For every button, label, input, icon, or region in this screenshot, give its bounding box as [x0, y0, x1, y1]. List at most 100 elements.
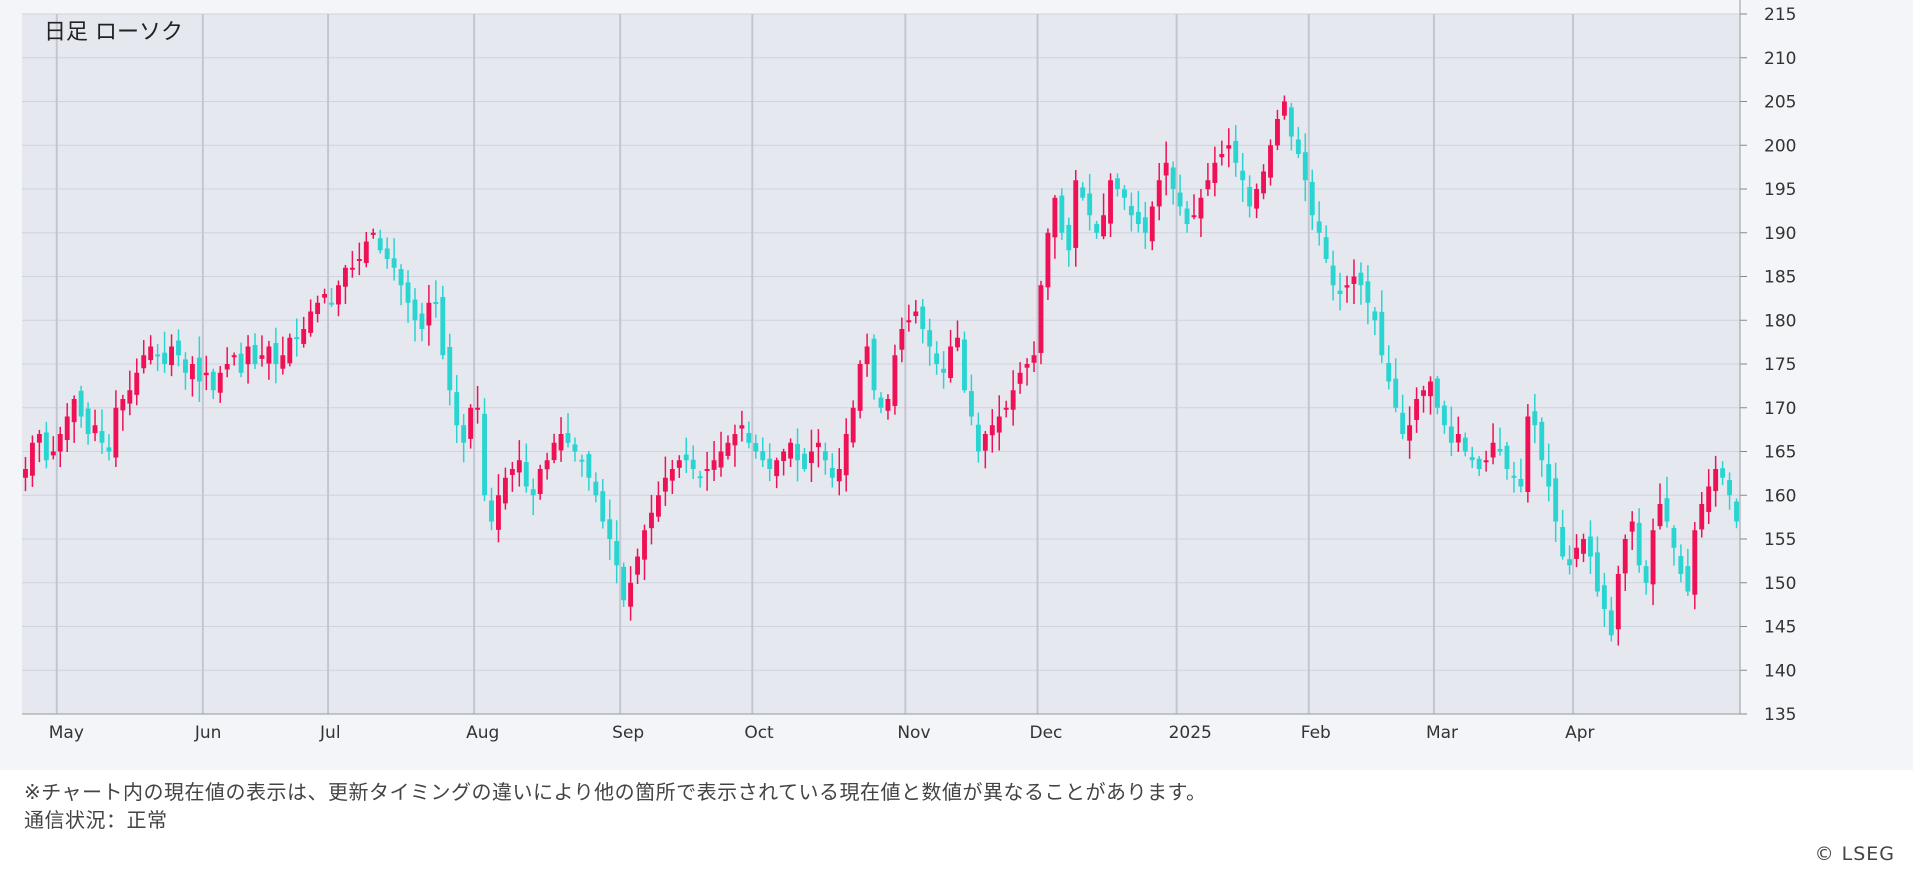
candle-body: [440, 296, 446, 356]
candle-body: [280, 355, 286, 369]
candle-body: [50, 451, 56, 456]
candle-body: [155, 354, 161, 357]
candle-body: [349, 267, 355, 270]
candle-body: [502, 477, 508, 504]
candle-body: [1066, 224, 1072, 251]
candle-body: [384, 248, 390, 259]
candle-body: [941, 368, 947, 373]
copyright-notice: © LSEG: [1814, 843, 1895, 865]
candle-body: [1261, 171, 1266, 194]
candle-body: [1323, 237, 1329, 259]
candle-body: [1038, 285, 1044, 353]
y-tick-label: 180: [1764, 311, 1796, 331]
candle-body: [1031, 355, 1037, 363]
candle-body: [683, 454, 689, 461]
candle-body: [934, 353, 940, 364]
candle-body: [1156, 180, 1162, 207]
candle-body: [565, 433, 571, 443]
candle-body: [1101, 215, 1107, 237]
candle-body: [718, 451, 724, 468]
candle-body: [572, 444, 578, 452]
candle-body: [1560, 527, 1566, 557]
candle-body: [1504, 445, 1510, 469]
candle-body: [968, 391, 974, 417]
candle-body: [1567, 559, 1573, 566]
candle-body: [1330, 265, 1336, 286]
candle-body: [662, 477, 668, 492]
candle-body: [614, 541, 620, 566]
candle-body: [36, 434, 42, 443]
candle-body: [593, 481, 599, 496]
candle-body: [1184, 208, 1190, 224]
candle-body: [259, 355, 265, 359]
candle-body: [183, 359, 188, 373]
candle-body: [1643, 566, 1649, 583]
candle-body: [1122, 189, 1127, 198]
candle-body: [203, 372, 209, 376]
candle-body: [767, 458, 773, 469]
candle-body: [1240, 170, 1246, 181]
candle-body: [398, 269, 404, 286]
candle-body: [1010, 390, 1016, 410]
candle-body: [899, 329, 905, 350]
y-tick-label: 190: [1764, 224, 1796, 244]
candle-body: [120, 399, 126, 411]
candle-body: [1636, 522, 1642, 566]
candle-body: [1393, 378, 1399, 408]
candle-body: [836, 469, 842, 482]
candle-body: [1462, 437, 1468, 452]
candle-body: [1671, 528, 1677, 548]
candle-body: [1386, 362, 1392, 382]
candle-body: [1351, 276, 1357, 284]
candle-body: [829, 467, 835, 478]
candle-body: [363, 241, 369, 264]
x-tick-label: Dec: [1029, 723, 1062, 743]
candle-body: [57, 434, 63, 452]
candle-body: [704, 469, 710, 471]
candle-body: [1448, 426, 1454, 443]
y-tick-label: 150: [1764, 574, 1796, 594]
y-tick-label: 155: [1764, 530, 1796, 550]
candle-body: [141, 355, 147, 369]
candle-body: [885, 399, 891, 411]
candle-body: [857, 364, 863, 411]
candle-body: [628, 582, 634, 607]
candle-body: [482, 413, 487, 496]
candle-body: [252, 344, 258, 364]
candle-body: [822, 451, 828, 461]
candle-body: [1518, 478, 1524, 487]
candle-body: [308, 311, 314, 333]
candle-body: [697, 476, 703, 479]
candle-body: [71, 399, 77, 423]
candle-body: [1094, 223, 1100, 233]
candle-body: [1664, 498, 1670, 522]
y-tick-label: 205: [1764, 93, 1796, 113]
candle-body: [1275, 119, 1280, 146]
candle-body: [1163, 162, 1169, 176]
candle-body: [1400, 412, 1406, 434]
candle-body: [1198, 197, 1204, 219]
y-tick-label: 135: [1764, 705, 1796, 725]
candle-body: [781, 451, 787, 461]
candle-body: [711, 460, 717, 470]
candle-body: [426, 302, 432, 326]
candle-body: [23, 469, 28, 478]
candle-body: [1080, 187, 1086, 198]
candle-body: [746, 433, 752, 443]
candle-body: [649, 512, 654, 529]
candle-body: [433, 301, 439, 304]
candle-body: [600, 491, 606, 522]
candle-body: [1553, 478, 1559, 522]
candle-body: [753, 443, 759, 452]
connection-status: 通信状況：正常: [24, 808, 168, 832]
candle-body: [1414, 399, 1420, 420]
candle-body: [530, 489, 536, 496]
candle-body: [273, 343, 279, 364]
y-tick-label: 185: [1764, 268, 1796, 288]
candle-body: [1727, 479, 1733, 496]
disclaimer-text: ※チャート内の現在値の表示は、更新タイミングの違いにより他の箇所で表示されている…: [24, 780, 1207, 804]
candle-body: [1024, 364, 1030, 368]
candle-body: [864, 346, 870, 365]
candle-body: [1017, 372, 1023, 384]
candle-body: [113, 407, 119, 458]
